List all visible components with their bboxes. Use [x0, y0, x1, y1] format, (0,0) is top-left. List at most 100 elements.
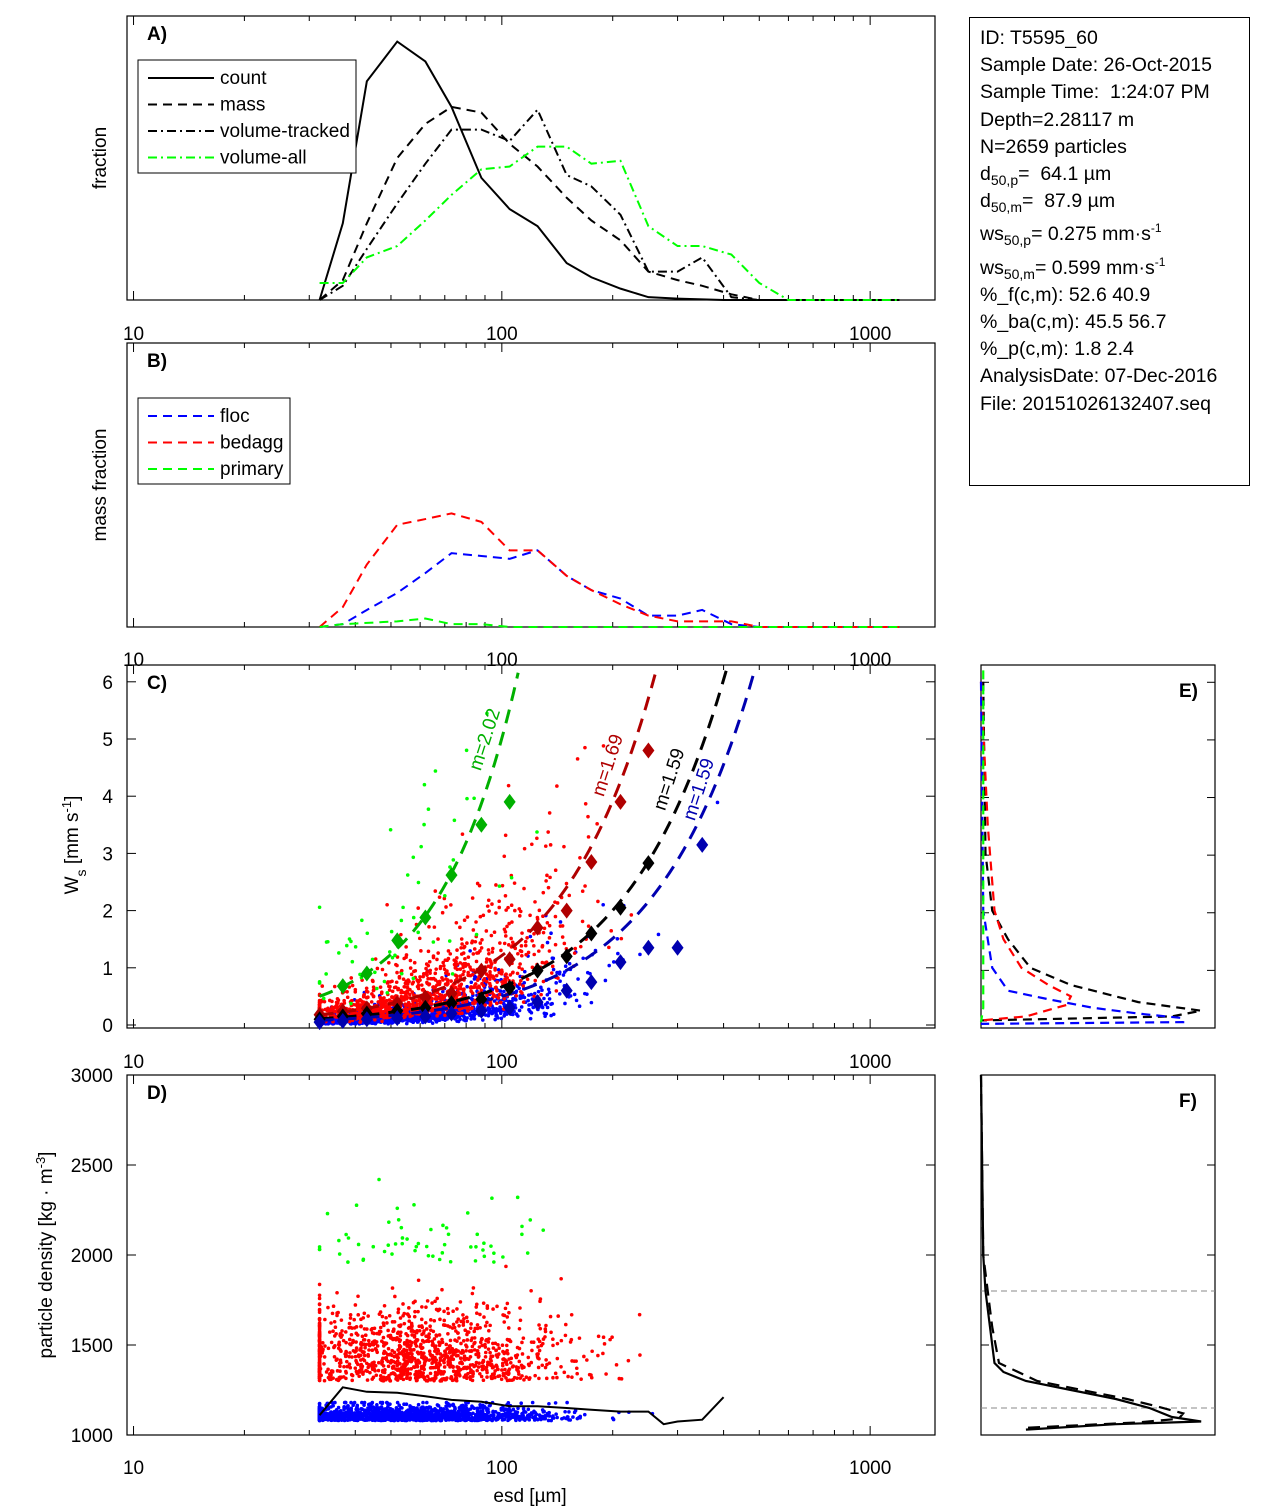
scatter-point-bedagg [512, 881, 517, 885]
scatter-point-floc [356, 1408, 360, 1413]
scatter-point-bedagg [380, 967, 385, 972]
scatter-point-bedagg [465, 1338, 470, 1342]
scatter-point-bedagg [503, 930, 508, 934]
scatter-point-bedagg [494, 883, 498, 887]
scatter-point-bedagg [493, 968, 497, 972]
scatter-point-bedagg [366, 995, 370, 1000]
scatter-point-bedagg [378, 1377, 383, 1382]
series-primary [319, 617, 900, 628]
scatter-point-floc [496, 967, 501, 972]
panel-d-scatter [317, 1177, 655, 1423]
scatter-point-floc [582, 1412, 587, 1417]
scatter-point-primary [370, 957, 375, 962]
scatter-point-bedagg [347, 1321, 352, 1326]
scatter-point-bedagg [333, 1325, 338, 1330]
scatter-point-floc [416, 1402, 421, 1407]
scatter-point-bedagg [398, 1333, 403, 1338]
scatter-point-primary [472, 796, 476, 801]
scatter-point-floc [362, 1411, 367, 1416]
scatter-point-bedagg [493, 994, 498, 998]
scatter-point-bedagg [544, 879, 548, 883]
scatter-point-bedagg [420, 1305, 424, 1309]
scatter-point-bedagg [412, 969, 416, 974]
scatter-point-bedagg [385, 902, 389, 907]
scatter-point-floc [332, 1409, 337, 1414]
scatter-point-floc [571, 1415, 575, 1419]
fit-label-primary: m=2.02 [465, 706, 505, 773]
scatter-point-floc [329, 1418, 334, 1422]
scatter-point-bedagg [373, 957, 378, 961]
scatter-point-bedagg [401, 1302, 405, 1306]
scatter-point-bedagg [379, 990, 384, 994]
scatter-point-bedagg [502, 996, 507, 1001]
scatter-point-bedagg [448, 952, 453, 956]
scatter-point-floc [472, 1016, 477, 1021]
scatter-point-bedagg [472, 985, 477, 989]
scatter-point-bedagg [546, 885, 551, 890]
scatter-point-bedagg [404, 1009, 409, 1014]
scatter-point-floc [406, 1408, 410, 1412]
scatter-point-bedagg [537, 949, 541, 953]
scatter-point-floc [638, 952, 642, 957]
scatter-point-bedagg [499, 1000, 503, 1005]
scatter-point-primary [431, 940, 436, 944]
scatter-point-bedagg [317, 1296, 322, 1301]
scatter-point-bedagg [521, 984, 526, 988]
scatter-point-floc [560, 1416, 564, 1421]
scatter-point-primary [433, 769, 438, 773]
scatter-point-floc [554, 1412, 558, 1416]
panel-c-y-label-part: ] [62, 796, 83, 801]
scatter-point-bedagg [583, 801, 588, 806]
scatter-point-bedagg [434, 997, 439, 1001]
scatter-point-bedagg [466, 970, 470, 975]
scatter-point-floc [427, 1414, 431, 1418]
scatter-point-floc [513, 1416, 518, 1421]
scatter-point-bedagg [428, 968, 433, 973]
scatter-point-bedagg [506, 1326, 511, 1330]
scatter-point-bedagg [535, 836, 539, 841]
scatter-point-bedagg [445, 982, 449, 987]
scatter-point-bedagg [433, 1360, 438, 1364]
scatter-point-bedagg [317, 1000, 322, 1005]
scatter-point-bedagg [596, 899, 600, 904]
scatter-point-bedagg [572, 951, 577, 955]
panel-c-axes-box [126, 664, 936, 1029]
scatter-point-floc [546, 987, 551, 992]
scatter-point-bedagg [470, 1291, 475, 1296]
scatter-point-floc [329, 1414, 334, 1418]
scatter-point-primary [390, 955, 395, 960]
scatter-point-bedagg [437, 895, 442, 899]
scatter-point-bedagg [362, 1338, 367, 1342]
scatter-point-bedagg [518, 914, 522, 918]
scatter-point-bedagg [504, 908, 508, 912]
scatter-point-bedagg [416, 1309, 420, 1314]
scatter-point-floc [547, 990, 552, 995]
scatter-point-bedagg [523, 939, 528, 944]
scatter-point-bedagg [434, 967, 438, 971]
scatter-point-bedagg [549, 971, 554, 975]
scatter-point-bedagg [350, 1378, 355, 1383]
scatter-point-bedagg [551, 1375, 555, 1380]
scatter-point-bedagg [455, 1307, 459, 1311]
scatter-point-bedagg [542, 926, 547, 931]
panel-a-y-label: fraction [90, 127, 111, 189]
scatter-point-bedagg [372, 1331, 376, 1336]
scatter-point-bedagg [580, 919, 585, 924]
scatter-point-bedagg [519, 949, 524, 954]
scatter-point-floc [457, 1416, 462, 1421]
scatter-point-bedagg [470, 972, 475, 977]
scatter-point-bedagg [387, 988, 392, 992]
scatter-point-bedagg [607, 945, 611, 950]
scatter-point-floc [542, 1409, 546, 1414]
scatter-point-floc [558, 979, 562, 984]
scatter-point-bedagg [464, 1343, 468, 1347]
scatter-point-floc [519, 1401, 524, 1406]
panel-c-y-label-part: W [62, 876, 83, 894]
panel-c-scatter [317, 711, 720, 1026]
scatter-point-floc [452, 1408, 457, 1413]
scatter-point-bedagg [504, 1264, 508, 1269]
scatter-point-bedagg [465, 915, 470, 919]
scatter-point-floc [539, 1417, 543, 1422]
scatter-point-floc [517, 1418, 522, 1422]
scatter-point-floc [527, 1003, 531, 1007]
